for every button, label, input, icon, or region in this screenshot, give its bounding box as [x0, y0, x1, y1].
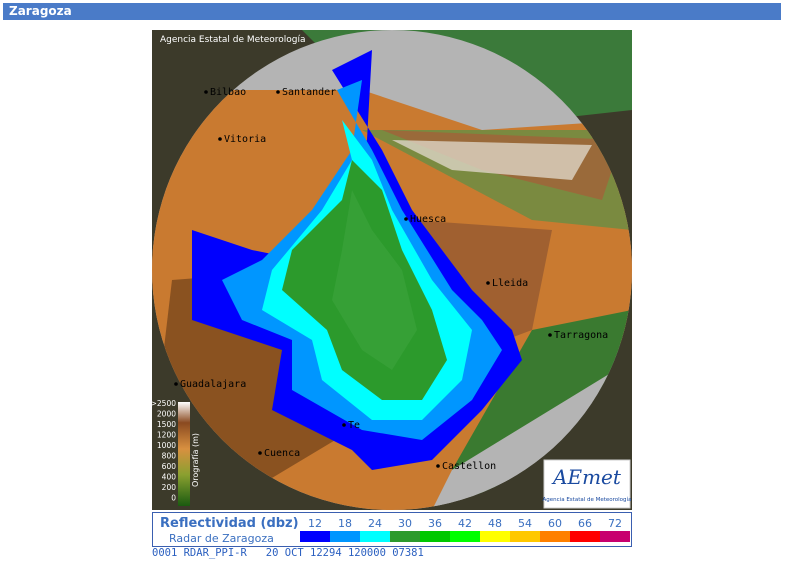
place-dot — [258, 451, 262, 455]
place-label: Te — [348, 420, 360, 431]
legend-swatch — [420, 531, 450, 542]
legend-value: 54 — [518, 517, 532, 530]
place-dot — [548, 333, 552, 337]
place-dot — [174, 382, 178, 386]
place-label: Cuenca — [264, 448, 300, 459]
legend: Reflectividad (dbz) Radar de Zaragoza 12… — [152, 512, 632, 547]
orography-level: 600 — [162, 462, 177, 471]
place-dot — [342, 423, 346, 427]
orography-level: 2000 — [157, 410, 176, 419]
radar-map: Agencia Estatal de Meteorología Bilbao Sa… — [152, 30, 632, 510]
place-label: Vitoria — [224, 134, 266, 145]
legend-swatch — [330, 531, 360, 542]
orography-level: 1000 — [157, 441, 176, 450]
legend-subtitle: Radar de Zaragoza — [169, 532, 274, 545]
radar-echo — [192, 50, 522, 470]
legend-value: 18 — [338, 517, 352, 530]
legend-swatch — [480, 531, 510, 542]
legend-value: 36 — [428, 517, 442, 530]
copyright: Agencia Estatal de Meteorología — [160, 35, 306, 45]
legend-swatch — [300, 531, 330, 542]
legend-value: 48 — [488, 517, 502, 530]
orography-level: 800 — [162, 452, 177, 461]
orography-level: 1500 — [157, 420, 176, 429]
orography-level: 1200 — [157, 431, 176, 440]
legend-value: 72 — [608, 517, 622, 530]
place-label: Guadalajara — [180, 379, 246, 390]
orography-level: 0 — [171, 494, 176, 503]
legend-value: 42 — [458, 517, 472, 530]
legend-swatch — [510, 531, 540, 542]
orography-level: 200 — [162, 483, 177, 492]
place-dot — [204, 90, 208, 94]
place-label: Tarragona — [554, 330, 608, 341]
place-label: Huesca — [410, 214, 446, 225]
legend-swatch — [540, 531, 570, 542]
legend-title: Reflectividad (dbz) — [160, 516, 299, 531]
place-label: Lleida — [492, 278, 528, 289]
legend-value: 66 — [578, 517, 592, 530]
place-label: Santander — [282, 87, 336, 98]
header-title: Zaragoza — [3, 3, 781, 20]
status-line: 0001 RDAR_PPI-R 20 OCT 12294 120000 0738… — [152, 547, 424, 559]
legend-swatch — [390, 531, 420, 542]
orography-level: >2500 — [152, 399, 176, 408]
legend-value: 30 — [398, 517, 412, 530]
legend-swatch — [600, 531, 630, 542]
legend-value: 12 — [308, 517, 322, 530]
legend-swatch — [360, 531, 390, 542]
orography-title: Orografía (m) — [191, 433, 200, 487]
place-dot — [276, 90, 280, 94]
logo: AEmet — [551, 465, 622, 489]
place-dot — [404, 217, 408, 221]
legend-swatch — [450, 531, 480, 542]
place-label: Castellon — [442, 461, 496, 472]
place-dot — [486, 281, 490, 285]
place-label: Bilbao — [210, 87, 246, 98]
logo-subtitle: Agencia Estatal de Meteorología — [543, 496, 632, 503]
place-dot — [436, 464, 440, 468]
orography-level: 400 — [162, 473, 177, 482]
legend-value: 24 — [368, 517, 382, 530]
place-dot — [218, 137, 222, 141]
legend-swatch — [570, 531, 600, 542]
legend-value: 60 — [548, 517, 562, 530]
